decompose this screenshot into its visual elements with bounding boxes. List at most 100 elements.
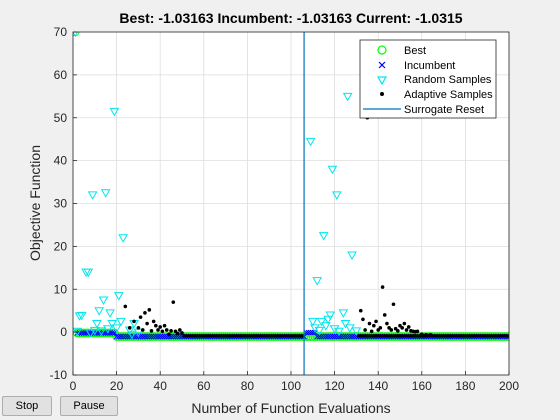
adaptive-sample-point bbox=[167, 332, 171, 337]
y-tick-label: 30 bbox=[54, 197, 68, 211]
plot-marks bbox=[73, 32, 509, 375]
incumbent-point bbox=[342, 333, 349, 340]
random-sample-point bbox=[334, 327, 344, 337]
incumbent-point bbox=[81, 330, 87, 336]
adaptive-sample-point bbox=[389, 328, 394, 332]
adaptive-sample-point bbox=[396, 329, 400, 333]
x-tick-label: 200 bbox=[499, 379, 519, 393]
incumbent-point bbox=[161, 333, 168, 340]
incumbent-point bbox=[170, 333, 177, 340]
adaptive-sample-point bbox=[180, 331, 184, 335]
adaptive-sample-point bbox=[143, 311, 147, 315]
incumbent-point bbox=[120, 333, 126, 340]
x-tick-label: 0 bbox=[70, 379, 77, 393]
random-sample-point bbox=[321, 322, 331, 331]
random-sample-point bbox=[344, 324, 355, 333]
adaptive-sample-point bbox=[300, 334, 304, 338]
adaptive-sample-point bbox=[171, 300, 176, 304]
x-tick-label: 20 bbox=[110, 379, 124, 393]
adaptive-sample-point bbox=[378, 326, 383, 330]
incumbent-point bbox=[109, 330, 116, 336]
random-sample-point bbox=[340, 320, 351, 329]
random-sample-point bbox=[113, 292, 124, 301]
adaptive-sample-point bbox=[145, 321, 149, 326]
adaptive-sample-point bbox=[380, 285, 385, 289]
random-sample-point bbox=[109, 107, 120, 117]
adaptive-sample-point bbox=[149, 329, 154, 333]
random-sample-point bbox=[126, 330, 137, 340]
random-sample-point bbox=[316, 317, 327, 327]
adaptive-sample-point bbox=[132, 319, 136, 324]
incumbent-point bbox=[349, 333, 355, 340]
random-sample-point bbox=[329, 325, 340, 334]
incumbent-point bbox=[139, 333, 146, 340]
incumbent-point bbox=[344, 333, 351, 340]
random-sample-point bbox=[87, 191, 98, 200]
y-tick-label: 70 bbox=[54, 25, 68, 39]
random-sample-point bbox=[116, 317, 126, 327]
incumbent-point bbox=[174, 333, 181, 340]
y-tick-label: 40 bbox=[54, 154, 68, 168]
random-sample-point bbox=[351, 327, 362, 336]
legend-incumbent-marker bbox=[378, 61, 386, 69]
adaptive-sample-point bbox=[136, 326, 141, 330]
incumbent-point bbox=[320, 333, 327, 340]
y-tick-label: 10 bbox=[54, 282, 68, 296]
incumbent-point bbox=[316, 333, 323, 340]
stop-button[interactable]: Stop bbox=[2, 396, 52, 416]
random-sample-point bbox=[107, 320, 118, 329]
random-sample-point bbox=[342, 92, 353, 102]
adaptive-sample-point bbox=[169, 329, 173, 333]
legend-incumbent-label: Incumbent bbox=[404, 60, 455, 72]
random-sample-point bbox=[347, 251, 357, 260]
incumbent-point bbox=[122, 333, 129, 340]
adaptive-sample-point bbox=[147, 308, 152, 312]
pause-button[interactable]: Pause bbox=[60, 396, 118, 416]
random-sample-point bbox=[89, 326, 100, 336]
legend-best-label: Best bbox=[404, 45, 426, 57]
y-axis-label: Objective Function bbox=[27, 145, 43, 261]
random-sample-point bbox=[312, 277, 323, 286]
adaptive-sample-point bbox=[369, 329, 374, 334]
adaptive-sample-point bbox=[127, 326, 132, 330]
adaptive-sample-point bbox=[404, 328, 409, 332]
legend-adaptive-label: Adaptive Samples bbox=[404, 89, 493, 101]
incumbent-point bbox=[152, 333, 159, 340]
adaptive-sample-point bbox=[385, 321, 389, 326]
incumbent-point bbox=[146, 333, 153, 340]
legend-best-marker bbox=[377, 45, 387, 55]
adaptive-sample-point bbox=[164, 328, 169, 332]
random-sample-point bbox=[323, 315, 333, 325]
random-sample-point bbox=[310, 324, 320, 333]
random-sample-point bbox=[85, 329, 96, 338]
random-sample-point bbox=[305, 137, 316, 147]
incumbent-point bbox=[340, 333, 347, 340]
random-sample-point bbox=[307, 317, 318, 327]
adaptive-sample-point bbox=[162, 323, 167, 328]
chart-title: Best: -1.03163 Incumbent: -1.03163 Curre… bbox=[119, 10, 462, 26]
incumbent-point bbox=[159, 333, 166, 340]
legend: Best Incumbent Random Samples Adaptive S… bbox=[359, 39, 497, 119]
adaptive-sample-point bbox=[415, 329, 420, 334]
random-sample-point bbox=[327, 165, 338, 175]
adaptive-sample-point bbox=[138, 315, 143, 319]
incumbent-point bbox=[74, 330, 81, 336]
axis-ticks: 0 20 40 60 80 100 120 140 160 180 200-100102030405… bbox=[50, 25, 520, 393]
x-tick-label: 60 bbox=[197, 379, 211, 393]
x-tick-label: 120 bbox=[325, 379, 345, 393]
incumbent-point bbox=[347, 333, 353, 340]
incumbent-point bbox=[336, 333, 342, 340]
adaptive-sample-point bbox=[391, 302, 396, 307]
x-tick-label: 160 bbox=[412, 379, 432, 393]
incumbent-point bbox=[327, 333, 334, 340]
random-sample-point bbox=[111, 324, 122, 333]
incumbent-point bbox=[323, 333, 329, 340]
incumbent-point bbox=[331, 333, 338, 340]
random-sample-point bbox=[118, 234, 129, 243]
random-sample-point bbox=[318, 232, 329, 241]
incumbent-point bbox=[113, 333, 120, 340]
random-sample-point bbox=[92, 320, 102, 329]
y-tick-label: 60 bbox=[54, 68, 68, 82]
incumbent-point bbox=[150, 333, 157, 340]
